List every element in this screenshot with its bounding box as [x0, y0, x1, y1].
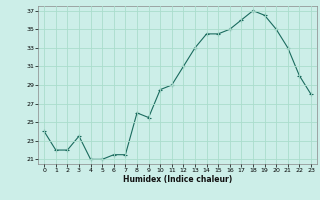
X-axis label: Humidex (Indice chaleur): Humidex (Indice chaleur) — [123, 175, 232, 184]
